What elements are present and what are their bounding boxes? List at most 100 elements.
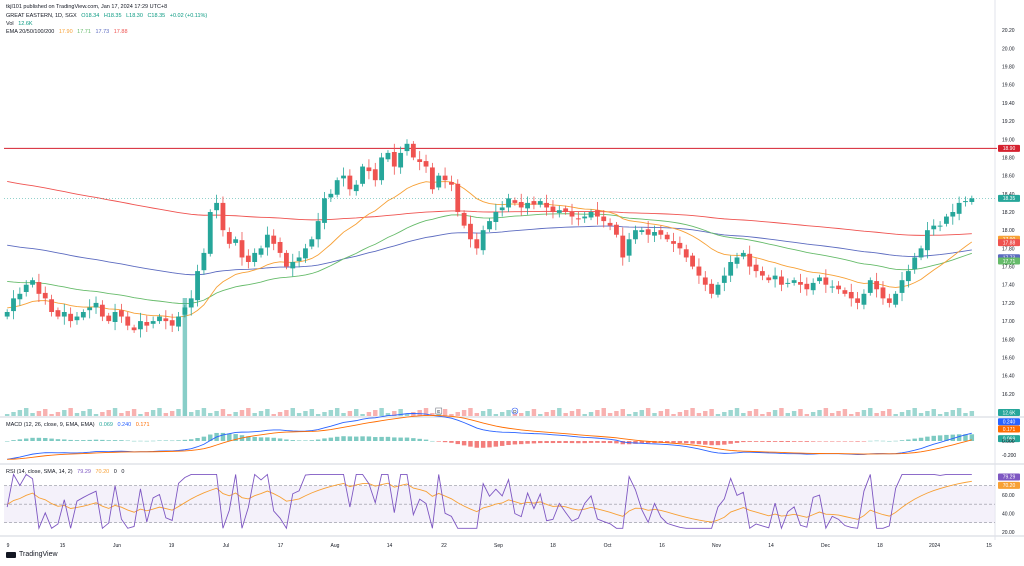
candle-body <box>436 175 442 188</box>
symbol-line: GREAT EASTERN, 1D, SGX O18.34 H18.35 L18… <box>6 13 210 20</box>
candle-body <box>702 277 708 285</box>
candle-body <box>366 167 372 172</box>
macd-histogram-bar <box>887 440 892 442</box>
price-tick-label: 17.20 <box>1002 301 1015 307</box>
marker-letter: D <box>513 409 517 414</box>
time-tick-label: 15 <box>60 543 66 549</box>
macd-histogram-bar <box>112 440 118 441</box>
candle-body <box>550 206 556 212</box>
volume-bar <box>741 413 746 416</box>
volume-bar <box>747 411 752 416</box>
candle-body <box>30 280 35 285</box>
candle-body <box>36 282 42 294</box>
candle-body <box>861 293 867 305</box>
volume-bar <box>506 410 511 416</box>
volume-bar <box>684 410 689 416</box>
macd-histogram-bar <box>125 440 130 442</box>
candle-body <box>690 255 695 267</box>
ema200-line <box>7 181 972 236</box>
volume-bar <box>182 298 188 416</box>
macd-histogram-bar <box>963 434 968 441</box>
macd-histogram-bar <box>455 441 460 445</box>
volume-bar <box>817 410 822 416</box>
volume-bar <box>169 411 175 416</box>
candle-body <box>385 152 391 160</box>
tradingview-brand[interactable]: TradingView <box>6 551 58 558</box>
volume-bar <box>208 413 213 416</box>
macd-histogram-bar <box>677 441 683 443</box>
candle-body <box>106 315 112 322</box>
candle-body <box>626 239 632 256</box>
macd-histogram-bar <box>360 436 365 441</box>
macd-histogram-bar <box>550 441 556 444</box>
macd-histogram-bar <box>373 437 378 441</box>
price-tick-label: 18.00 <box>1002 228 1015 234</box>
price-tick-label: 17.80 <box>1002 246 1015 252</box>
candle-body <box>131 327 137 331</box>
candle-body <box>817 277 822 282</box>
volume-value: 12.6K <box>18 21 33 27</box>
macd-tick-label: 0.000 <box>1002 439 1015 445</box>
volume-bar <box>480 411 486 416</box>
candle-body <box>80 312 86 318</box>
macd-signal-line <box>7 415 972 460</box>
rsi-tag <box>998 481 1020 489</box>
candle-body <box>245 255 251 262</box>
volume-bar <box>315 414 321 416</box>
volume-bar <box>265 409 270 416</box>
volume-bar <box>163 413 169 416</box>
candle-body <box>429 167 435 190</box>
candle-body <box>296 257 302 262</box>
volume-bar <box>214 411 219 416</box>
volume-bar <box>677 412 683 416</box>
candle-body <box>23 284 29 292</box>
candle-body <box>645 229 651 235</box>
macd-histogram-bar <box>87 439 92 441</box>
candle-body <box>404 143 410 152</box>
candle-body <box>658 230 664 235</box>
macd-histogram-bar <box>157 440 162 441</box>
candle-body <box>569 212 575 217</box>
volume-bar <box>880 411 886 416</box>
macd-histogram-bar <box>182 439 188 441</box>
candle-body <box>886 298 892 303</box>
candle-body <box>683 249 689 258</box>
candle-body <box>607 222 613 226</box>
macd-histogram-bar <box>208 434 213 441</box>
rsi-tag <box>998 473 1020 481</box>
volume-bar <box>633 412 638 416</box>
macd-histogram-bar <box>779 441 784 442</box>
candle-body <box>201 252 207 271</box>
candle-body <box>347 175 353 190</box>
candle-body <box>531 201 537 205</box>
volume-bar <box>328 410 334 416</box>
volume-bar <box>519 413 524 416</box>
macd-histogram-bar <box>734 441 740 443</box>
rsi-extra-b: 0 <box>121 469 125 475</box>
macd-tag <box>998 435 1020 443</box>
macd-histogram-bar <box>956 434 962 441</box>
candle-body <box>874 281 880 290</box>
volume-bar <box>544 412 549 416</box>
macd-tag-label: 0.069 <box>1003 436 1016 442</box>
price-tick-label: 17.00 <box>1002 319 1015 325</box>
candle-body <box>252 252 258 262</box>
candle-body <box>544 202 550 208</box>
volume-bar <box>626 414 632 416</box>
volume-bar <box>645 408 651 416</box>
candle-body <box>157 316 162 322</box>
candle-body <box>461 212 467 226</box>
candle-body <box>277 242 283 253</box>
macd-histogram-bar <box>823 441 829 442</box>
volume-bar <box>557 408 562 416</box>
candle-body <box>525 202 530 209</box>
macd-tag-label: 0.240 <box>1003 420 1016 426</box>
volume-bar <box>23 408 29 416</box>
volume-legend: Vol 12.6K <box>6 21 36 28</box>
ema50-value: 17.71 <box>77 29 91 35</box>
macd-line <box>7 413 972 460</box>
macd-histogram-bar <box>392 437 397 441</box>
volume-bar <box>360 414 365 416</box>
time-tick-label: 16 <box>659 543 665 549</box>
